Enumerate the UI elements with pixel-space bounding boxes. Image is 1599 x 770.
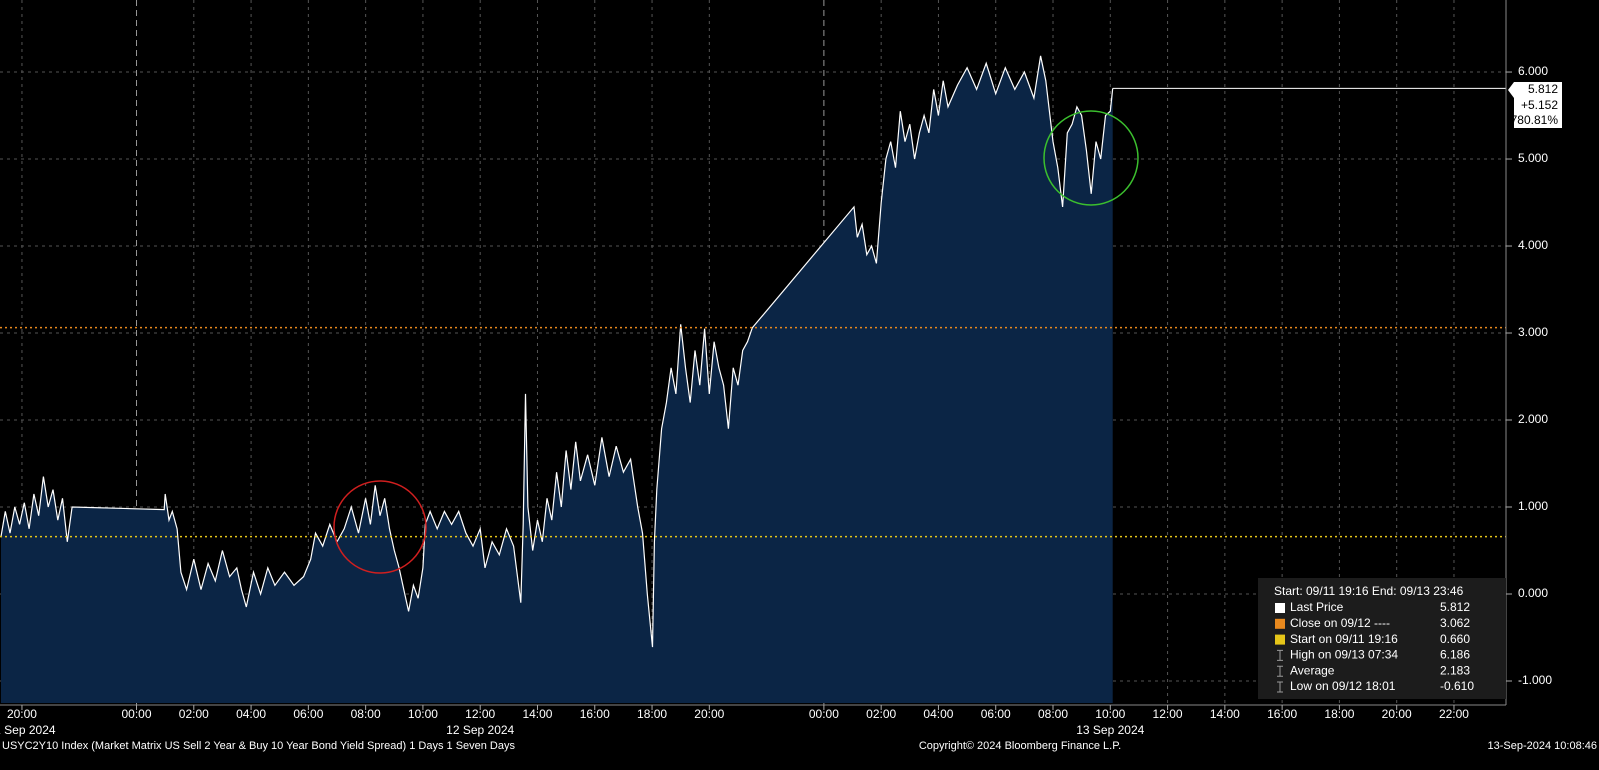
stats-box: [1258, 578, 1506, 699]
legend-name: High on 09/13 07:34: [1290, 648, 1398, 662]
legend-name: Low on 09/12 18:01: [1290, 679, 1396, 693]
x-tick-label: 02:00: [179, 707, 209, 721]
y-tick-label: 6.000: [1518, 64, 1548, 78]
stats-title: Start: 09/11 19:16 End: 09/13 23:46: [1274, 584, 1464, 598]
x-tick-label: 00:00: [122, 707, 152, 721]
x-tick-label: 20:00: [1382, 707, 1412, 721]
x-tick-label: 12:00: [465, 707, 495, 721]
legend-marker: [1277, 681, 1283, 693]
date-label: 11 Sep 2024: [0, 723, 56, 737]
date-label: 13 Sep 2024: [1076, 723, 1144, 737]
legend-value: 0.660: [1440, 632, 1470, 646]
legend-value: 6.186: [1440, 648, 1470, 662]
last-price-box: 5.812 +5.152 780.81%: [1508, 82, 1562, 128]
y-tick-label: 3.000: [1518, 325, 1548, 339]
x-tick-label: 18:00: [1324, 707, 1354, 721]
x-tick-label: 22:00: [1439, 707, 1469, 721]
y-tick-label: 4.000: [1518, 238, 1548, 252]
annotation-circle-green: [1043, 110, 1139, 206]
legend-name: Last Price: [1290, 600, 1344, 614]
x-tick-label: 14:00: [1210, 707, 1240, 721]
footer-center: Copyright© 2024 Bloomberg Finance L.P.: [919, 740, 1121, 752]
x-tick-label: 14:00: [522, 707, 552, 721]
y-tick-label: 1.000: [1518, 499, 1548, 513]
legend-value: 2.183: [1440, 663, 1470, 677]
y-tick-label: 0.000: [1518, 586, 1548, 600]
x-tick-label: 10:00: [408, 707, 438, 721]
y-tick-label: 2.000: [1518, 412, 1548, 426]
legend-name: Close on 09/12 ----: [1290, 616, 1390, 630]
last-price: 5.812: [1528, 82, 1558, 96]
x-tick-label: 16:00: [580, 707, 610, 721]
legend-marker: [1275, 618, 1285, 629]
footer-left: USYC2Y10 Index (Market Matrix US Sell 2 …: [2, 740, 515, 752]
legend-name: Start on 09/11 19:16: [1290, 632, 1398, 646]
y-tick-label: 5.000: [1518, 151, 1548, 165]
legend-marker: [1277, 665, 1283, 677]
x-tick-label: 12:00: [1153, 707, 1183, 721]
last-price-box-bg: [1508, 82, 1562, 128]
x-tick-label: 02:00: [866, 707, 896, 721]
y-tick-label: -1.000: [1518, 673, 1552, 687]
x-tick-label: 08:00: [1038, 707, 1068, 721]
legend-marker: [1275, 603, 1285, 613]
footer-right: 13-Sep-2024 10:08:46: [1488, 740, 1597, 752]
x-tick-label: 18:00: [637, 707, 667, 721]
x-tick-label: 06:00: [981, 707, 1011, 721]
x-tick-label: 10:00: [1095, 707, 1125, 721]
date-label: 12 Sep 2024: [446, 723, 514, 737]
last-change-pct: 780.81%: [1511, 113, 1559, 127]
legend-value: 3.062: [1440, 616, 1470, 630]
x-tick-label: 20:00: [7, 707, 37, 721]
legend-value: -0.610: [1440, 679, 1474, 693]
annotation-circle-red: [333, 480, 427, 574]
x-tick-label: 08:00: [351, 707, 381, 721]
legend-marker: [1275, 634, 1285, 645]
x-tick-label: 04:00: [236, 707, 266, 721]
x-tick-label: 06:00: [293, 707, 323, 721]
x-tick-label: 16:00: [1267, 707, 1297, 721]
area-fill: [1, 55, 1113, 703]
price-line: [0, 55, 1114, 648]
legend-name: Average: [1290, 663, 1335, 677]
x-tick-label: 20:00: [694, 707, 724, 721]
x-tick-label: 00:00: [809, 707, 839, 721]
last-change: +5.152: [1521, 98, 1558, 112]
x-tick-label: 04:00: [923, 707, 953, 721]
legend-marker: [1277, 649, 1283, 661]
legend-value: 5.812: [1440, 600, 1470, 614]
